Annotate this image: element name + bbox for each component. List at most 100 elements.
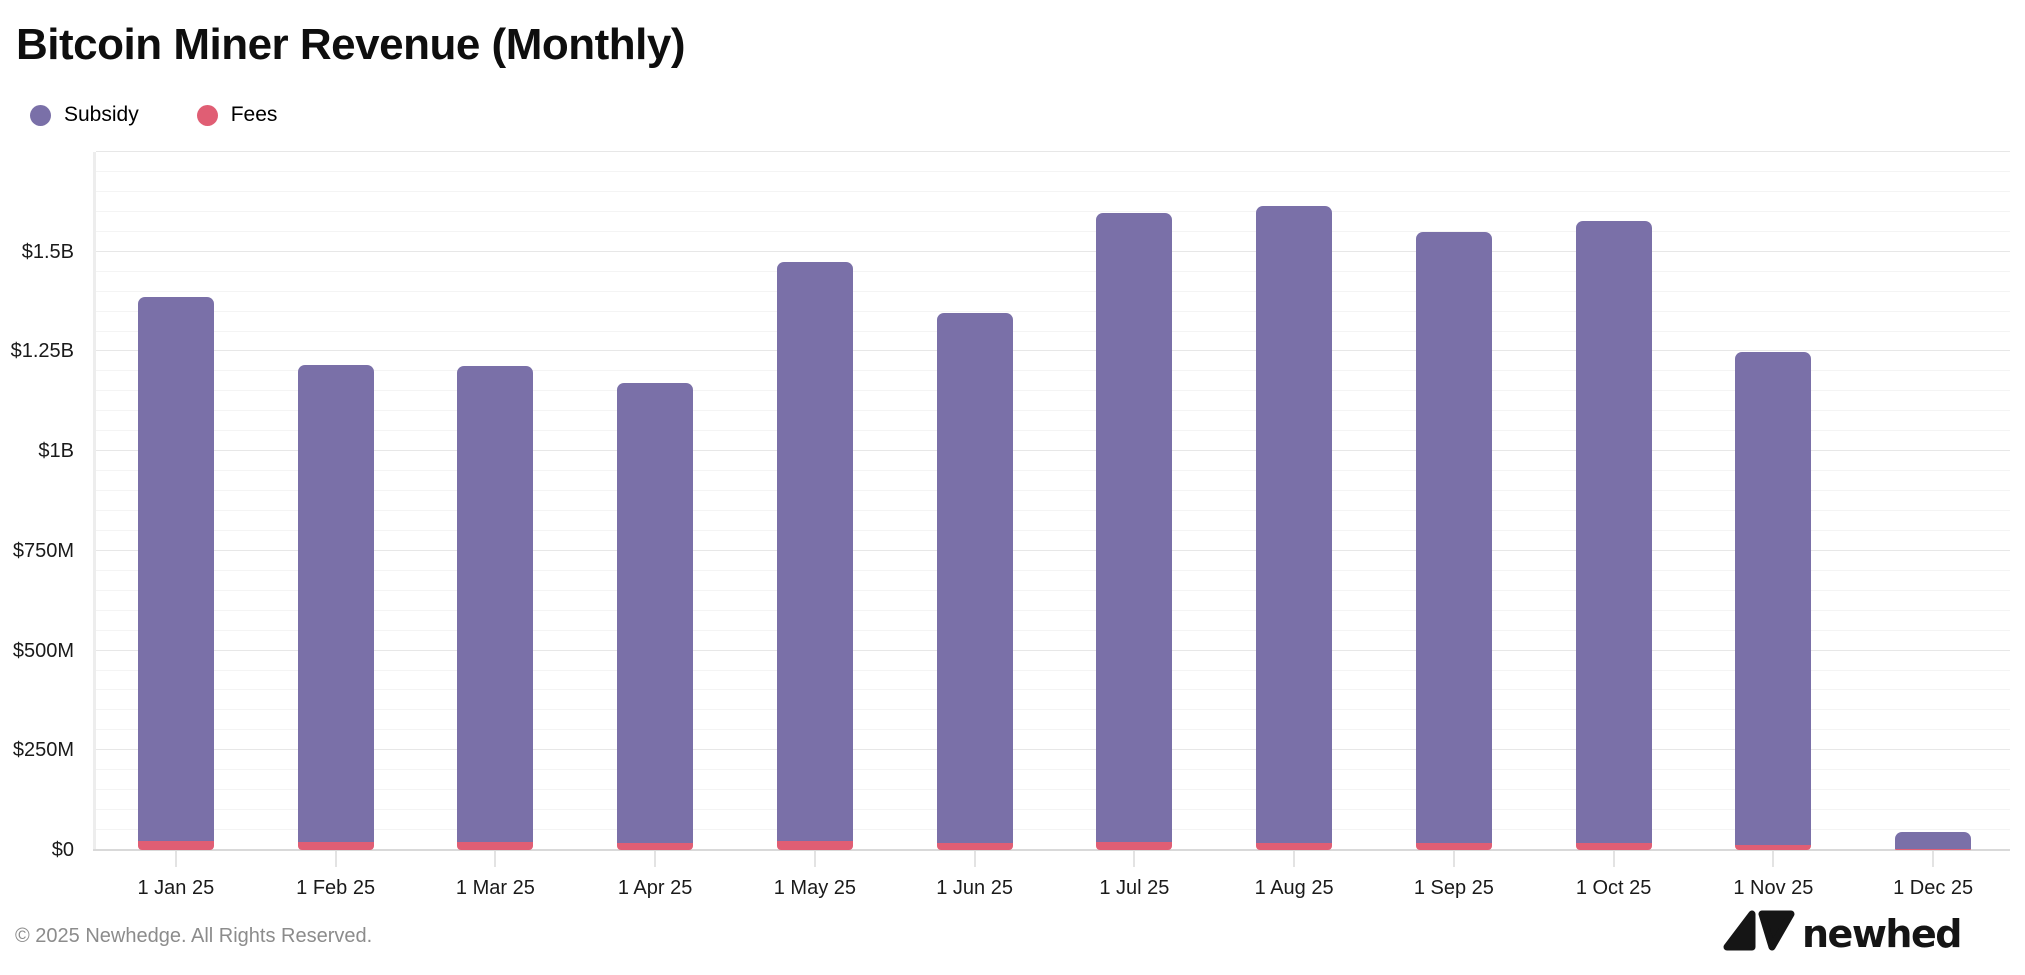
x-axis-baseline — [93, 849, 2010, 851]
gridline — [96, 569, 2010, 571]
gridline — [96, 210, 2010, 212]
bar-1-dec-25[interactable] — [1895, 832, 1972, 850]
gridline — [96, 789, 2010, 791]
subsidy-segment-1-jan-25[interactable] — [137, 296, 214, 842]
x-axis-label: 1 Aug 25 — [1254, 877, 1334, 899]
fees-segment-1-feb-25[interactable] — [297, 842, 374, 850]
fees-segment-1-aug-25[interactable] — [1256, 842, 1333, 850]
legend-item-fees[interactable]: Fees — [196, 103, 278, 127]
gridline — [96, 290, 2010, 292]
gridline — [96, 330, 2010, 332]
x-axis-tick — [654, 851, 657, 867]
y-axis-label: $750M — [12, 539, 74, 562]
x-axis-label: 1 Apr 25 — [617, 877, 693, 899]
gridline — [96, 769, 2010, 771]
y-axis: $0 $250M $500M $750M $1B $1.25B $1.5B — [0, 152, 74, 861]
x-axis-label: 1 Jan 25 — [137, 877, 215, 899]
gridline — [96, 470, 2010, 472]
bar-1-jan-25[interactable] — [137, 296, 214, 850]
gridline — [96, 170, 2010, 172]
x-axis-tick — [1133, 851, 1136, 867]
legend-item-subsidy[interactable]: Subsidy — [30, 103, 139, 127]
gridline — [96, 509, 2010, 511]
subsidy-segment-1-dec-25[interactable] — [1895, 832, 1972, 850]
subsidy-segment-1-jul-25[interactable] — [1096, 212, 1173, 843]
gridline — [96, 450, 2010, 452]
gridline — [96, 529, 2010, 531]
x-axis-label: 1 Jul 25 — [1099, 877, 1170, 899]
bar-1-aug-25[interactable] — [1256, 205, 1333, 850]
bar-1-jul-25[interactable] — [1096, 212, 1173, 850]
legend-label-fees: Fees — [230, 103, 278, 126]
subsidy-segment-1-nov-25[interactable] — [1735, 351, 1812, 846]
gridline — [96, 430, 2010, 432]
gridline — [96, 649, 2010, 651]
fees-segment-1-may-25[interactable] — [776, 841, 853, 850]
x-axis-label: 1 Mar 25 — [455, 877, 535, 899]
bar-1-may-25[interactable] — [776, 262, 853, 850]
fees-segment-1-jul-25[interactable] — [1096, 842, 1173, 850]
subsidy-segment-1-feb-25[interactable] — [297, 365, 374, 843]
subsidy-segment-1-mar-25[interactable] — [457, 365, 534, 843]
gridline — [96, 350, 2010, 352]
fees-segment-1-jun-25[interactable] — [936, 842, 1013, 850]
bar-1-apr-25[interactable] — [617, 382, 694, 850]
newhedge-logo-mark — [1723, 910, 1795, 951]
subsidy-segment-1-sep-25[interactable] — [1415, 231, 1492, 843]
x-axis-label: 1 May 25 — [773, 877, 856, 899]
subsidy-dot-icon — [30, 104, 51, 126]
fees-dot-icon — [196, 104, 218, 126]
gridline — [96, 230, 2010, 232]
bar-1-sep-25[interactable] — [1415, 231, 1492, 850]
gridline — [96, 829, 2010, 831]
x-axis-tick — [1452, 851, 1455, 867]
x-axis-label: 1 Dec 25 — [1893, 877, 1974, 899]
gridline — [96, 709, 2010, 711]
subsidy-segment-1-may-25[interactable] — [776, 262, 853, 842]
plot-area: 1 Jan 25 1 Feb 25 1 Mar 25 1 Apr 25 1 May 25… — [93, 151, 2010, 899]
y-axis-label: $500M — [12, 639, 74, 662]
bar-1-jun-25[interactable] — [936, 312, 1013, 850]
legend-label-subsidy: Subsidy — [64, 103, 139, 126]
newhedge-logo[interactable]: newhedge — [1722, 906, 1960, 956]
subsidy-segment-1-aug-25[interactable] — [1256, 205, 1333, 843]
bar-1-nov-25[interactable] — [1735, 351, 1812, 850]
subsidy-segment-1-oct-25[interactable] — [1575, 220, 1652, 844]
y-axis-label: $1.5B — [21, 240, 74, 263]
fees-segment-1-apr-25[interactable] — [617, 842, 694, 850]
gridline — [96, 390, 2010, 392]
subsidy-segment-1-apr-25[interactable] — [617, 382, 694, 843]
subsidy-segment-1-jun-25[interactable] — [936, 312, 1013, 843]
x-axis-tick — [334, 851, 337, 867]
gridline — [96, 410, 2010, 412]
x-axis-label: 1 Oct 25 — [1575, 877, 1652, 899]
fees-segment-1-jan-25[interactable] — [137, 841, 214, 850]
gridline — [96, 490, 2010, 492]
fees-segment-1-sep-25[interactable] — [1415, 842, 1492, 850]
x-axis-tick — [1932, 851, 1935, 867]
gridline — [96, 151, 2010, 152]
fees-segment-1-dec-25[interactable] — [1895, 849, 1972, 850]
bar-1-oct-25[interactable] — [1575, 220, 1652, 850]
fees-segment-1-nov-25[interactable] — [1735, 845, 1812, 850]
x-axis-label: 1 Nov 25 — [1733, 877, 1814, 899]
gridline — [96, 749, 2010, 751]
y-axis-label: $1.25B — [10, 340, 74, 363]
x-axis-tick — [174, 851, 177, 867]
gridline — [96, 669, 2010, 671]
x-axis-label: 1 Sep 25 — [1413, 877, 1494, 899]
bar-1-mar-25[interactable] — [457, 365, 534, 850]
fees-segment-1-mar-25[interactable] — [457, 842, 534, 850]
bar-1-feb-25[interactable] — [297, 365, 374, 850]
gridline — [96, 549, 2010, 551]
newhedge-wordmark: newhedge — [1802, 912, 1960, 956]
gridline — [96, 310, 2010, 312]
x-axis-label: 1 Feb 25 — [296, 877, 376, 899]
y-axis-label: $1B — [38, 440, 74, 463]
x-axis-tick — [494, 851, 497, 867]
fees-segment-1-oct-25[interactable] — [1575, 843, 1652, 850]
gridline — [96, 270, 2010, 272]
gridline — [96, 809, 2010, 811]
gridline — [96, 190, 2010, 192]
